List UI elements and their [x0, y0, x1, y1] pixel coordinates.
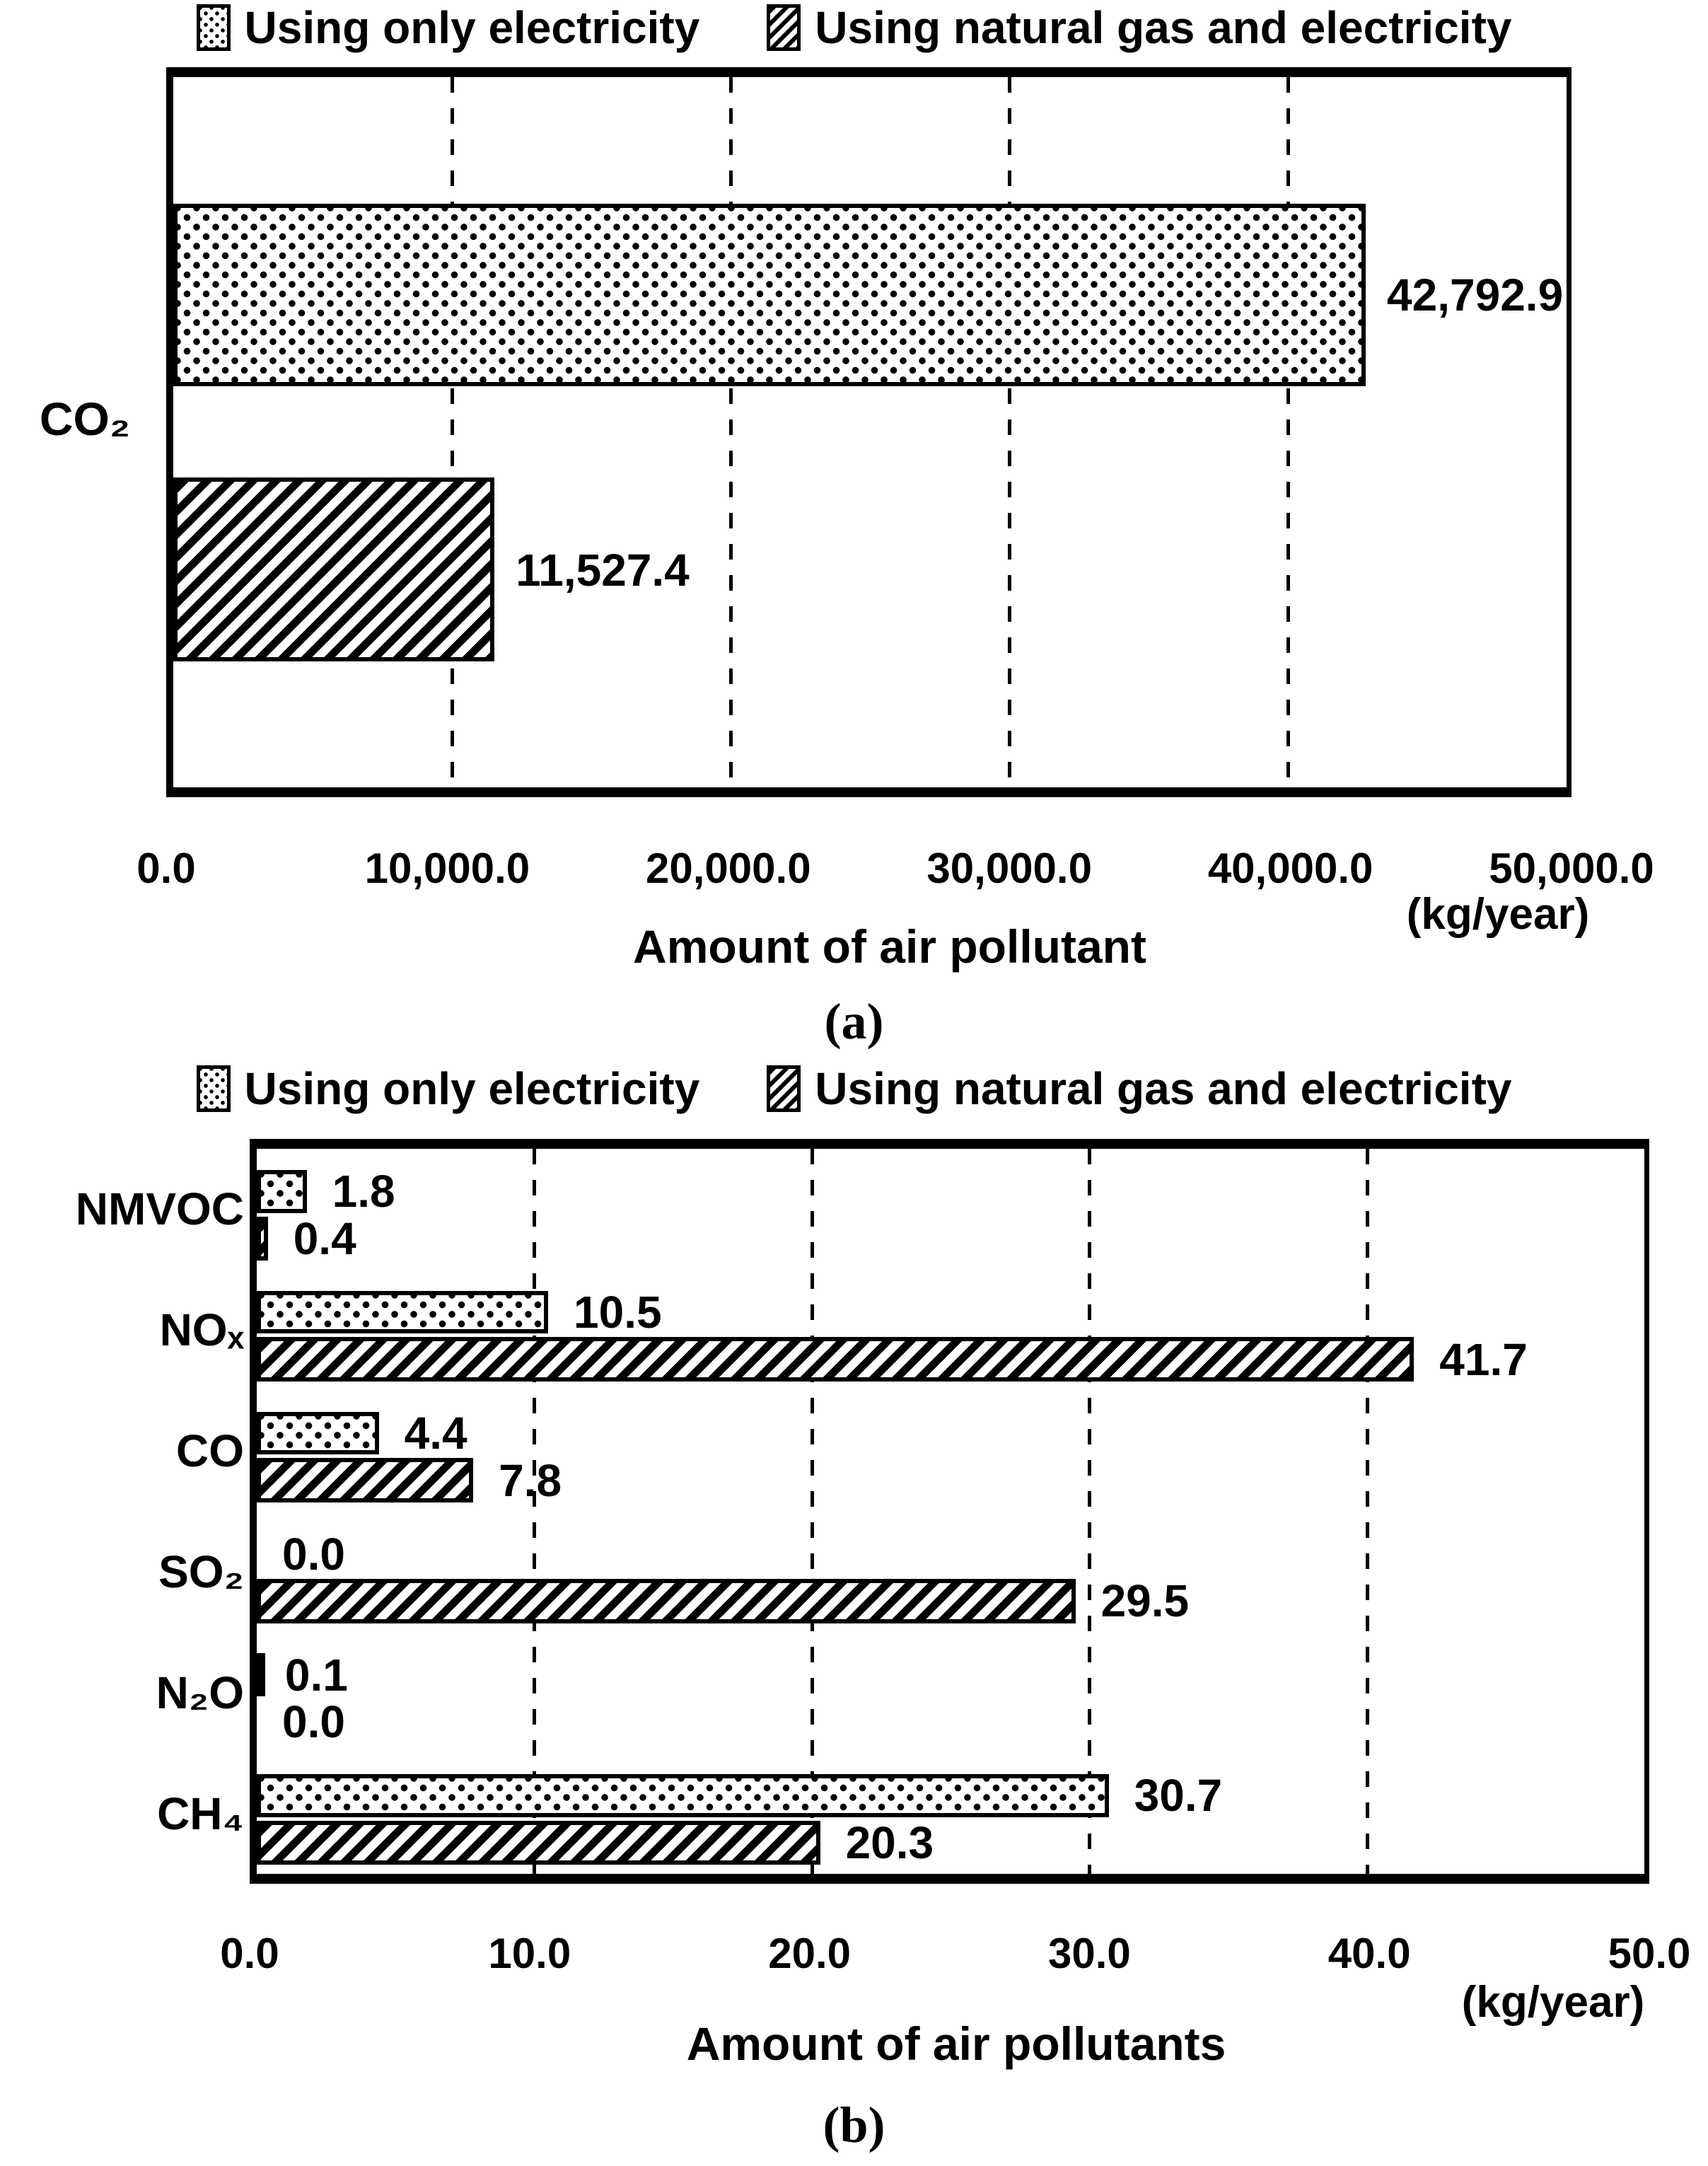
bar-ch4-electricity — [257, 1774, 1109, 1817]
caption-b: (b) — [823, 2097, 885, 2153]
tick-a-10000: 10,000.0 — [364, 845, 530, 892]
tick-a-0: 0.0 — [136, 845, 196, 892]
tick-b-40: 40.0 — [1328, 1930, 1411, 1977]
value-label-nox-gas: 41.7 — [1439, 1333, 1528, 1385]
legend-label-gas: Using natural gas and electricity — [815, 1063, 1512, 1114]
category-labels-b: NMVOC NOₓ CO SO₂ N₂O CH₄ — [0, 1149, 244, 1874]
tick-a-40000: 40,000.0 — [1207, 845, 1373, 892]
gridline-a-40000 — [1286, 77, 1290, 787]
tick-b-20: 20.0 — [768, 1930, 851, 1977]
legend-a: Using only electricity Using natural gas… — [0, 1, 1708, 54]
bar-nmvoc-electricity — [257, 1169, 307, 1213]
hatch-pattern-swatch — [767, 4, 801, 51]
value-label-co-electricity: 4.4 — [404, 1407, 467, 1459]
value-label-so2-gas: 29.5 — [1100, 1575, 1190, 1627]
value-label-nmvoc-electricity: 1.8 — [332, 1166, 395, 1217]
category-label-n2o: N₂O — [156, 1667, 244, 1718]
bar-nox-electricity — [257, 1290, 549, 1334]
value-label-nmvoc-gas: 0.4 — [293, 1212, 356, 1264]
bar-co2-gas — [173, 477, 495, 662]
chart-b-row-ch4: 30.7 20.3 — [257, 1753, 1644, 1874]
x-axis-unit-a: (kg/year) — [1406, 890, 1590, 939]
dotted-pattern-swatch — [196, 1065, 231, 1112]
x-axis-unit-b: (kg/year) — [1461, 1978, 1645, 2027]
bar-co2-electricity — [173, 203, 1366, 386]
dotted-pattern-swatch — [196, 4, 231, 51]
bar-co-electricity — [257, 1411, 379, 1455]
category-label-ch4: CH₄ — [157, 1788, 244, 1839]
gridline-a-30000 — [1008, 77, 1011, 787]
category-label-co: CO — [176, 1425, 244, 1477]
category-label-nox: NOₓ — [159, 1304, 244, 1356]
bar-nox-gas — [257, 1337, 1414, 1382]
chart-b-row-co: 4.4 7.8 — [257, 1391, 1644, 1512]
bar-ch4-gas — [257, 1820, 820, 1865]
gridline-a-10000 — [451, 77, 454, 787]
value-label-n2o-electricity: 0.1 — [284, 1649, 348, 1701]
x-axis-ticks-a: 0.0 10,000.0 20,000.0 30,000.0 40,000.0 … — [136, 845, 1654, 904]
chart-b-plot-inner: 1.8 0.4 10.5 41.7 4.4 7.8 0.0 29.5 — [257, 1149, 1644, 1874]
gridline-b-30 — [1088, 1149, 1092, 1874]
tick-b-30: 30.0 — [1048, 1930, 1131, 1977]
chart-b-row-nox: 10.5 41.7 — [257, 1270, 1644, 1391]
bar-so2-gas — [257, 1579, 1076, 1623]
value-label-co2-gas: 11,527.4 — [516, 544, 690, 596]
tick-a-50000: 50,000.0 — [1489, 845, 1654, 892]
legend-label-gas: Using natural gas and electricity — [815, 2, 1512, 53]
x-axis-title-a: Amount of air pollutant — [633, 920, 1146, 973]
value-label-co-gas: 7.8 — [499, 1454, 562, 1506]
tick-b-10: 10.0 — [488, 1930, 571, 1977]
hatch-pattern-swatch — [767, 1065, 801, 1112]
gridline-a-20000 — [729, 77, 733, 787]
legend-item-gas-a: Using natural gas and electricity — [767, 1, 1511, 54]
x-axis-ticks-b: 0.0 10.0 20.0 30.0 40.0 50.0 — [220, 1930, 1690, 1989]
value-label-ch4-gas: 20.3 — [845, 1817, 934, 1869]
value-label-ch4-electricity: 30.7 — [1134, 1770, 1223, 1822]
category-label-nmvoc: NMVOC — [75, 1183, 244, 1235]
chart-b-row-so2: 0.0 29.5 — [257, 1512, 1644, 1633]
value-label-nox-electricity: 10.5 — [574, 1287, 662, 1338]
legend-item-electricity-b: Using only electricity — [196, 1062, 700, 1115]
legend-item-electricity-a: Using only electricity — [196, 1, 700, 54]
legend-b: Using only electricity Using natural gas… — [0, 1062, 1708, 1115]
chart-b-plot-area: 1.8 0.4 10.5 41.7 4.4 7.8 0.0 29.5 — [250, 1139, 1649, 1884]
tick-b-0: 0.0 — [220, 1930, 279, 1977]
tick-b-50: 50.0 — [1608, 1930, 1691, 1977]
gridline-b-10 — [533, 1149, 537, 1874]
legend-label-electricity: Using only electricity — [244, 2, 700, 53]
chart-b-row-n2o: 0.1 0.0 — [257, 1632, 1644, 1753]
legend-label-electricity: Using only electricity — [244, 1063, 700, 1114]
gridline-b-20 — [810, 1149, 814, 1874]
tick-a-30000: 30,000.0 — [926, 845, 1092, 892]
value-label-co2-electricity: 42,792.9 — [1387, 270, 1564, 321]
gridline-b-40 — [1365, 1149, 1369, 1874]
value-label-so2-electricity: 0.0 — [282, 1528, 345, 1580]
chart-a-plot-inner: 42,792.9 11,527.4 — [173, 77, 1567, 787]
caption-a: (a) — [824, 993, 884, 1050]
value-label-n2o-gas: 0.0 — [282, 1696, 345, 1748]
bar-n2o-electricity — [257, 1653, 265, 1696]
chart-a-plot-area: 42,792.9 11,527.4 — [166, 67, 1572, 797]
bar-nmvoc-gas — [257, 1216, 268, 1261]
chart-b-row-nmvoc: 1.8 0.4 — [257, 1149, 1644, 1270]
category-label-co2: CO₂ — [39, 393, 131, 445]
legend-item-gas-b: Using natural gas and electricity — [767, 1062, 1511, 1115]
tick-a-20000: 20,000.0 — [646, 845, 811, 892]
bar-co-gas — [257, 1458, 474, 1502]
x-axis-title-b: Amount of air pollutants — [686, 2017, 1226, 2070]
category-label-so2: SO₂ — [158, 1546, 244, 1597]
